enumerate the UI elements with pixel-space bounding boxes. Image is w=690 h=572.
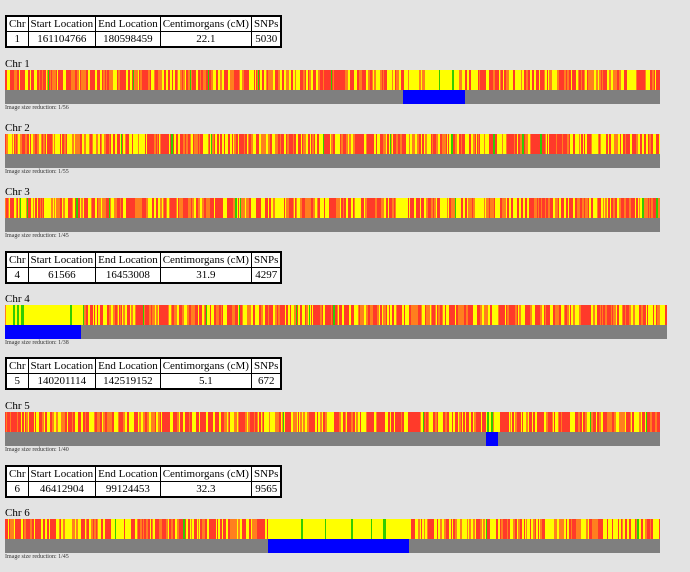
cell-snps: 672 [250, 373, 282, 390]
cell-cm: 31.9 [159, 267, 252, 284]
col-header-end: End Location [95, 357, 161, 374]
col-header-snps: SNPs [250, 357, 282, 374]
chr-1-baseline [5, 90, 660, 104]
col-header-end: End Location [95, 465, 161, 482]
cell-chr: 6 [5, 481, 29, 498]
col-header-cm: Centimorgans (cM) [159, 465, 252, 482]
cell-cm: 32.3 [159, 481, 252, 498]
chr-1-strip [5, 70, 660, 90]
chr-6-bar [5, 519, 660, 553]
cell-start: 161104766 [27, 31, 97, 48]
col-header-end: End Location [95, 15, 161, 32]
chr-4-bar [5, 305, 667, 339]
table-row: 5 140201114 142519152 5.1 672 [5, 373, 282, 390]
chr-4-strip [5, 305, 667, 325]
col-header-snps: SNPs [250, 465, 282, 482]
cell-end: 16453008 [95, 267, 161, 284]
table-header-row: Chr Start Location End Location Centimor… [5, 357, 282, 374]
col-header-cm: Centimorgans (cM) [159, 15, 252, 32]
col-header-cm: Centimorgans (cM) [159, 357, 252, 374]
col-header-chr: Chr [5, 465, 29, 482]
col-header-start: Start Location [27, 357, 97, 374]
chr-3-label: Chr 3 [5, 186, 30, 198]
table-row: 4 61566 16453008 31.9 4297 [5, 267, 282, 284]
col-header-start: Start Location [27, 15, 97, 32]
chr-3-size-note: Image size reduction: 1/45 [5, 233, 69, 239]
chr-2-strip [5, 134, 660, 154]
segment-table-chr4: Chr Start Location End Location Centimor… [5, 251, 283, 284]
chr-5-label: Chr 5 [5, 400, 30, 412]
cell-end: 99124453 [95, 481, 161, 498]
chr-2-label: Chr 2 [5, 122, 30, 134]
chr-6-size-note: Image size reduction: 1/45 [5, 554, 69, 560]
cell-start: 61566 [27, 267, 97, 284]
col-header-cm: Centimorgans (cM) [159, 251, 252, 268]
col-header-snps: SNPs [250, 15, 282, 32]
cell-cm: 5.1 [159, 373, 252, 390]
col-header-end: End Location [95, 251, 161, 268]
chr-5-match-segment [485, 432, 499, 446]
cell-start: 46412904 [27, 481, 97, 498]
chr-2-size-note: Image size reduction: 1/55 [5, 169, 69, 175]
chr-5-size-note: Image size reduction: 1/40 [5, 447, 69, 453]
chr-6-strip [5, 519, 660, 539]
cell-snps: 5030 [250, 31, 282, 48]
chr-5-bar [5, 412, 660, 446]
cell-cm: 22.1 [159, 31, 252, 48]
chr-1-bar [5, 70, 660, 104]
cell-end: 180598459 [95, 31, 161, 48]
chr-4-label: Chr 4 [5, 293, 30, 305]
chr-4-match-segment [5, 325, 82, 339]
table-row: 6 46412904 99124453 32.3 9565 [5, 481, 282, 498]
chr-2-baseline [5, 154, 660, 168]
cell-snps: 9565 [250, 481, 282, 498]
chr-4-baseline [5, 325, 667, 339]
chr-6-match-segment [267, 539, 410, 553]
table-row: 1 161104766 180598459 22.1 5030 [5, 31, 282, 48]
chr-3-baseline [5, 218, 660, 232]
chr-1-match-segment [403, 90, 465, 104]
col-header-start: Start Location [27, 251, 97, 268]
cell-snps: 4297 [250, 267, 282, 284]
chr-1-size-note: Image size reduction: 1/56 [5, 105, 69, 111]
table-header-row: Chr Start Location End Location Centimor… [5, 15, 282, 32]
table-header-row: Chr Start Location End Location Centimor… [5, 251, 282, 268]
col-header-chr: Chr [5, 251, 29, 268]
segment-table-chr1: Chr Start Location End Location Centimor… [5, 15, 283, 48]
cell-end: 142519152 [95, 373, 161, 390]
chr-5-baseline [5, 432, 660, 446]
cell-chr: 5 [5, 373, 29, 390]
chr-2-bar [5, 134, 660, 168]
segment-table-chr5: Chr Start Location End Location Centimor… [5, 357, 283, 390]
cell-start: 140201114 [27, 373, 97, 390]
col-header-chr: Chr [5, 15, 29, 32]
chr-1-label: Chr 1 [5, 58, 30, 70]
cell-chr: 4 [5, 267, 29, 284]
segment-table-chr6: Chr Start Location End Location Centimor… [5, 465, 283, 498]
col-header-start: Start Location [27, 465, 97, 482]
chr-4-size-note: Image size reduction: 1/38 [5, 340, 69, 346]
col-header-chr: Chr [5, 357, 29, 374]
chr-3-strip [5, 198, 660, 218]
chr-6-label: Chr 6 [5, 507, 30, 519]
col-header-snps: SNPs [250, 251, 282, 268]
cell-chr: 1 [5, 31, 29, 48]
chr-3-bar [5, 198, 660, 232]
table-header-row: Chr Start Location End Location Centimor… [5, 465, 282, 482]
chr-5-strip [5, 412, 660, 432]
